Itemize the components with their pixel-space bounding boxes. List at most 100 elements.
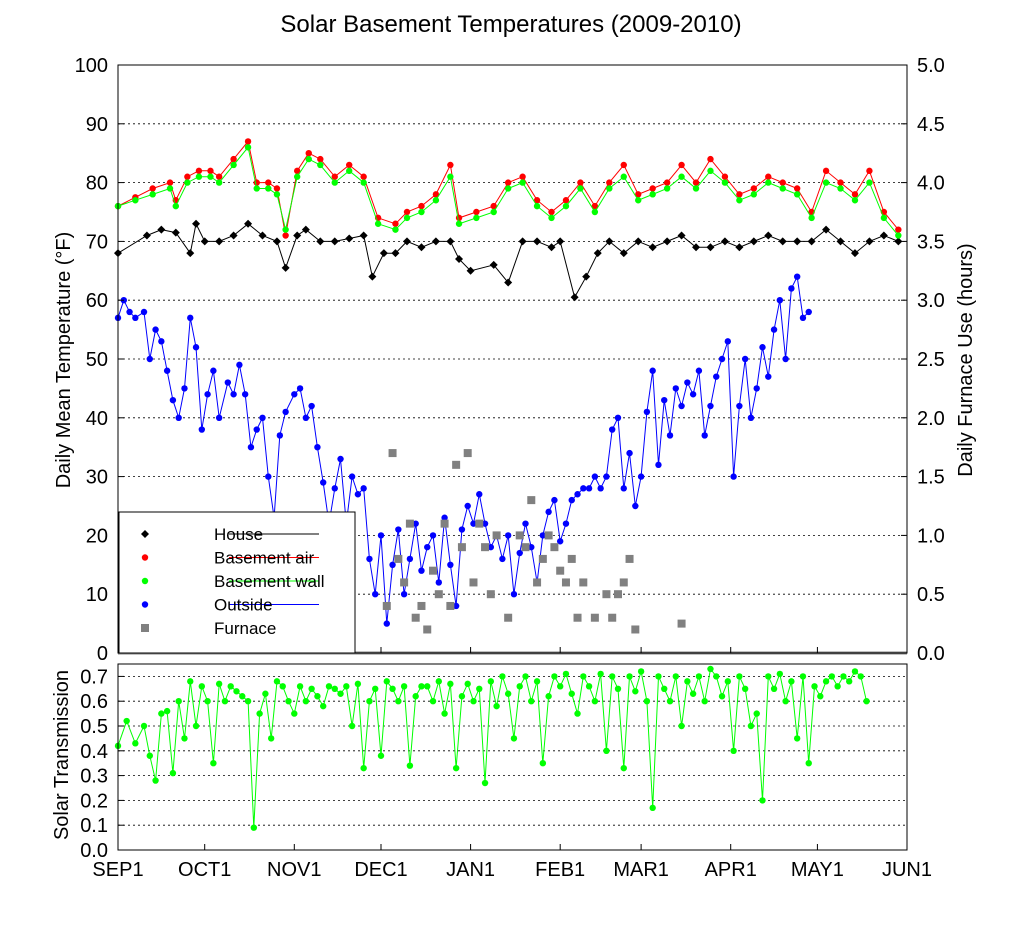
data-point-basement-wall xyxy=(577,185,584,192)
data-point-outside xyxy=(210,367,217,374)
data-point-transmission xyxy=(279,683,286,690)
legend-box xyxy=(118,511,356,654)
data-point-basement-air xyxy=(166,179,174,186)
data-point-basement-wall xyxy=(490,208,497,216)
data-point-basement-air xyxy=(606,179,613,186)
data-point-house xyxy=(330,237,339,246)
data-point-outside xyxy=(169,396,177,404)
data-point-house xyxy=(593,249,602,258)
legend-marker xyxy=(141,577,149,585)
data-point-transmission xyxy=(736,673,743,680)
data-point-outside xyxy=(626,449,633,457)
data-point-transmission xyxy=(204,698,211,705)
data-point-transmission xyxy=(285,698,292,705)
data-point-house xyxy=(894,237,903,246)
data-point-furnace xyxy=(411,613,420,622)
data-point-transmission xyxy=(782,698,789,705)
y2-tick-label: 1.0 xyxy=(917,525,945,547)
data-point-house xyxy=(807,237,816,246)
data-point-furnace xyxy=(567,554,576,563)
data-point-outside xyxy=(204,391,211,398)
data-point-outside xyxy=(528,543,535,551)
y-tick-label: 90 xyxy=(86,114,108,136)
data-point-outside xyxy=(765,373,772,380)
data-point-outside xyxy=(718,355,726,363)
data-point-house xyxy=(634,237,643,246)
data-point-basement-wall xyxy=(265,185,272,192)
data-point-house xyxy=(186,249,195,258)
data-point-outside xyxy=(580,485,587,492)
data-point-transmission xyxy=(250,824,258,831)
data-point-basement-wall xyxy=(184,179,191,186)
data-point-furnace xyxy=(608,613,617,622)
data-point-transmission xyxy=(458,693,466,700)
data-point-basement-wall xyxy=(195,173,203,180)
x-tick-label: FEB1 xyxy=(535,859,585,881)
data-point-transmission xyxy=(730,747,737,754)
data-point-transmission xyxy=(765,673,772,680)
data-point-house xyxy=(822,225,831,234)
data-point-transmission xyxy=(343,683,350,690)
data-point-house xyxy=(706,243,715,252)
data-point-basement-wall xyxy=(166,185,174,192)
data-point-basement-air xyxy=(149,185,156,192)
data-point-transmission xyxy=(504,690,512,697)
y-tick-label: 40 xyxy=(86,408,108,430)
data-point-transmission xyxy=(828,673,836,680)
data-point-outside xyxy=(713,373,720,380)
data-point-outside xyxy=(759,344,766,351)
data-point-furnace xyxy=(405,519,414,528)
y-tick-label-transmission: 0.3 xyxy=(80,766,108,788)
data-point-transmission xyxy=(632,688,639,695)
data-point-outside xyxy=(805,308,812,316)
y-tick-label: 100 xyxy=(75,55,108,77)
data-point-transmission xyxy=(626,673,633,680)
data-point-outside xyxy=(568,496,575,504)
x-tick-label: APR1 xyxy=(705,859,757,881)
data-point-basement-wall xyxy=(317,161,324,169)
data-point-outside xyxy=(620,485,627,492)
data-point-transmission xyxy=(412,693,419,700)
data-point-furnace xyxy=(602,590,611,599)
series-line-basement-wall xyxy=(117,146,899,236)
data-point-transmission xyxy=(834,683,841,690)
data-point-house xyxy=(417,243,426,252)
data-point-basement-wall xyxy=(635,197,642,204)
data-point-house xyxy=(504,278,513,287)
data-point-basement-air xyxy=(649,185,656,192)
data-point-outside xyxy=(684,379,691,386)
data-point-transmission xyxy=(562,670,570,678)
data-point-furnace xyxy=(504,613,513,622)
data-point-transmission xyxy=(267,735,275,742)
data-point-outside xyxy=(253,426,260,433)
data-point-outside xyxy=(545,508,552,516)
data-point-house xyxy=(215,237,224,246)
data-point-transmission xyxy=(418,683,425,690)
data-point-transmission xyxy=(377,752,385,759)
plot-marks xyxy=(114,138,907,831)
data-point-transmission xyxy=(591,698,599,705)
data-point-outside xyxy=(637,473,645,480)
data-point-transmission xyxy=(689,690,697,697)
data-point-transmission xyxy=(805,760,812,767)
data-point-outside xyxy=(132,314,139,322)
data-point-transmission xyxy=(585,683,593,690)
data-point-outside xyxy=(574,491,581,498)
data-point-outside xyxy=(655,461,662,469)
data-point-furnace xyxy=(446,601,455,610)
data-point-basement-wall xyxy=(866,179,873,186)
data-point-basement-wall xyxy=(305,155,312,163)
data-point-house xyxy=(293,231,302,240)
data-point-transmission xyxy=(522,673,529,680)
legend-label: Basement air xyxy=(214,549,314,568)
legend-marker xyxy=(141,601,149,608)
data-point-basement-air xyxy=(678,161,685,169)
y-tick-label-transmission: 0.1 xyxy=(80,815,108,837)
data-point-transmission xyxy=(452,764,460,772)
data-point-outside xyxy=(441,514,448,521)
y-axis-label-transmission: Solar Transmission xyxy=(51,670,73,840)
data-point-transmission xyxy=(713,673,720,680)
x-tick-label: JAN1 xyxy=(446,859,495,881)
data-point-transmission xyxy=(424,683,431,690)
data-point-basement-air xyxy=(293,167,301,175)
